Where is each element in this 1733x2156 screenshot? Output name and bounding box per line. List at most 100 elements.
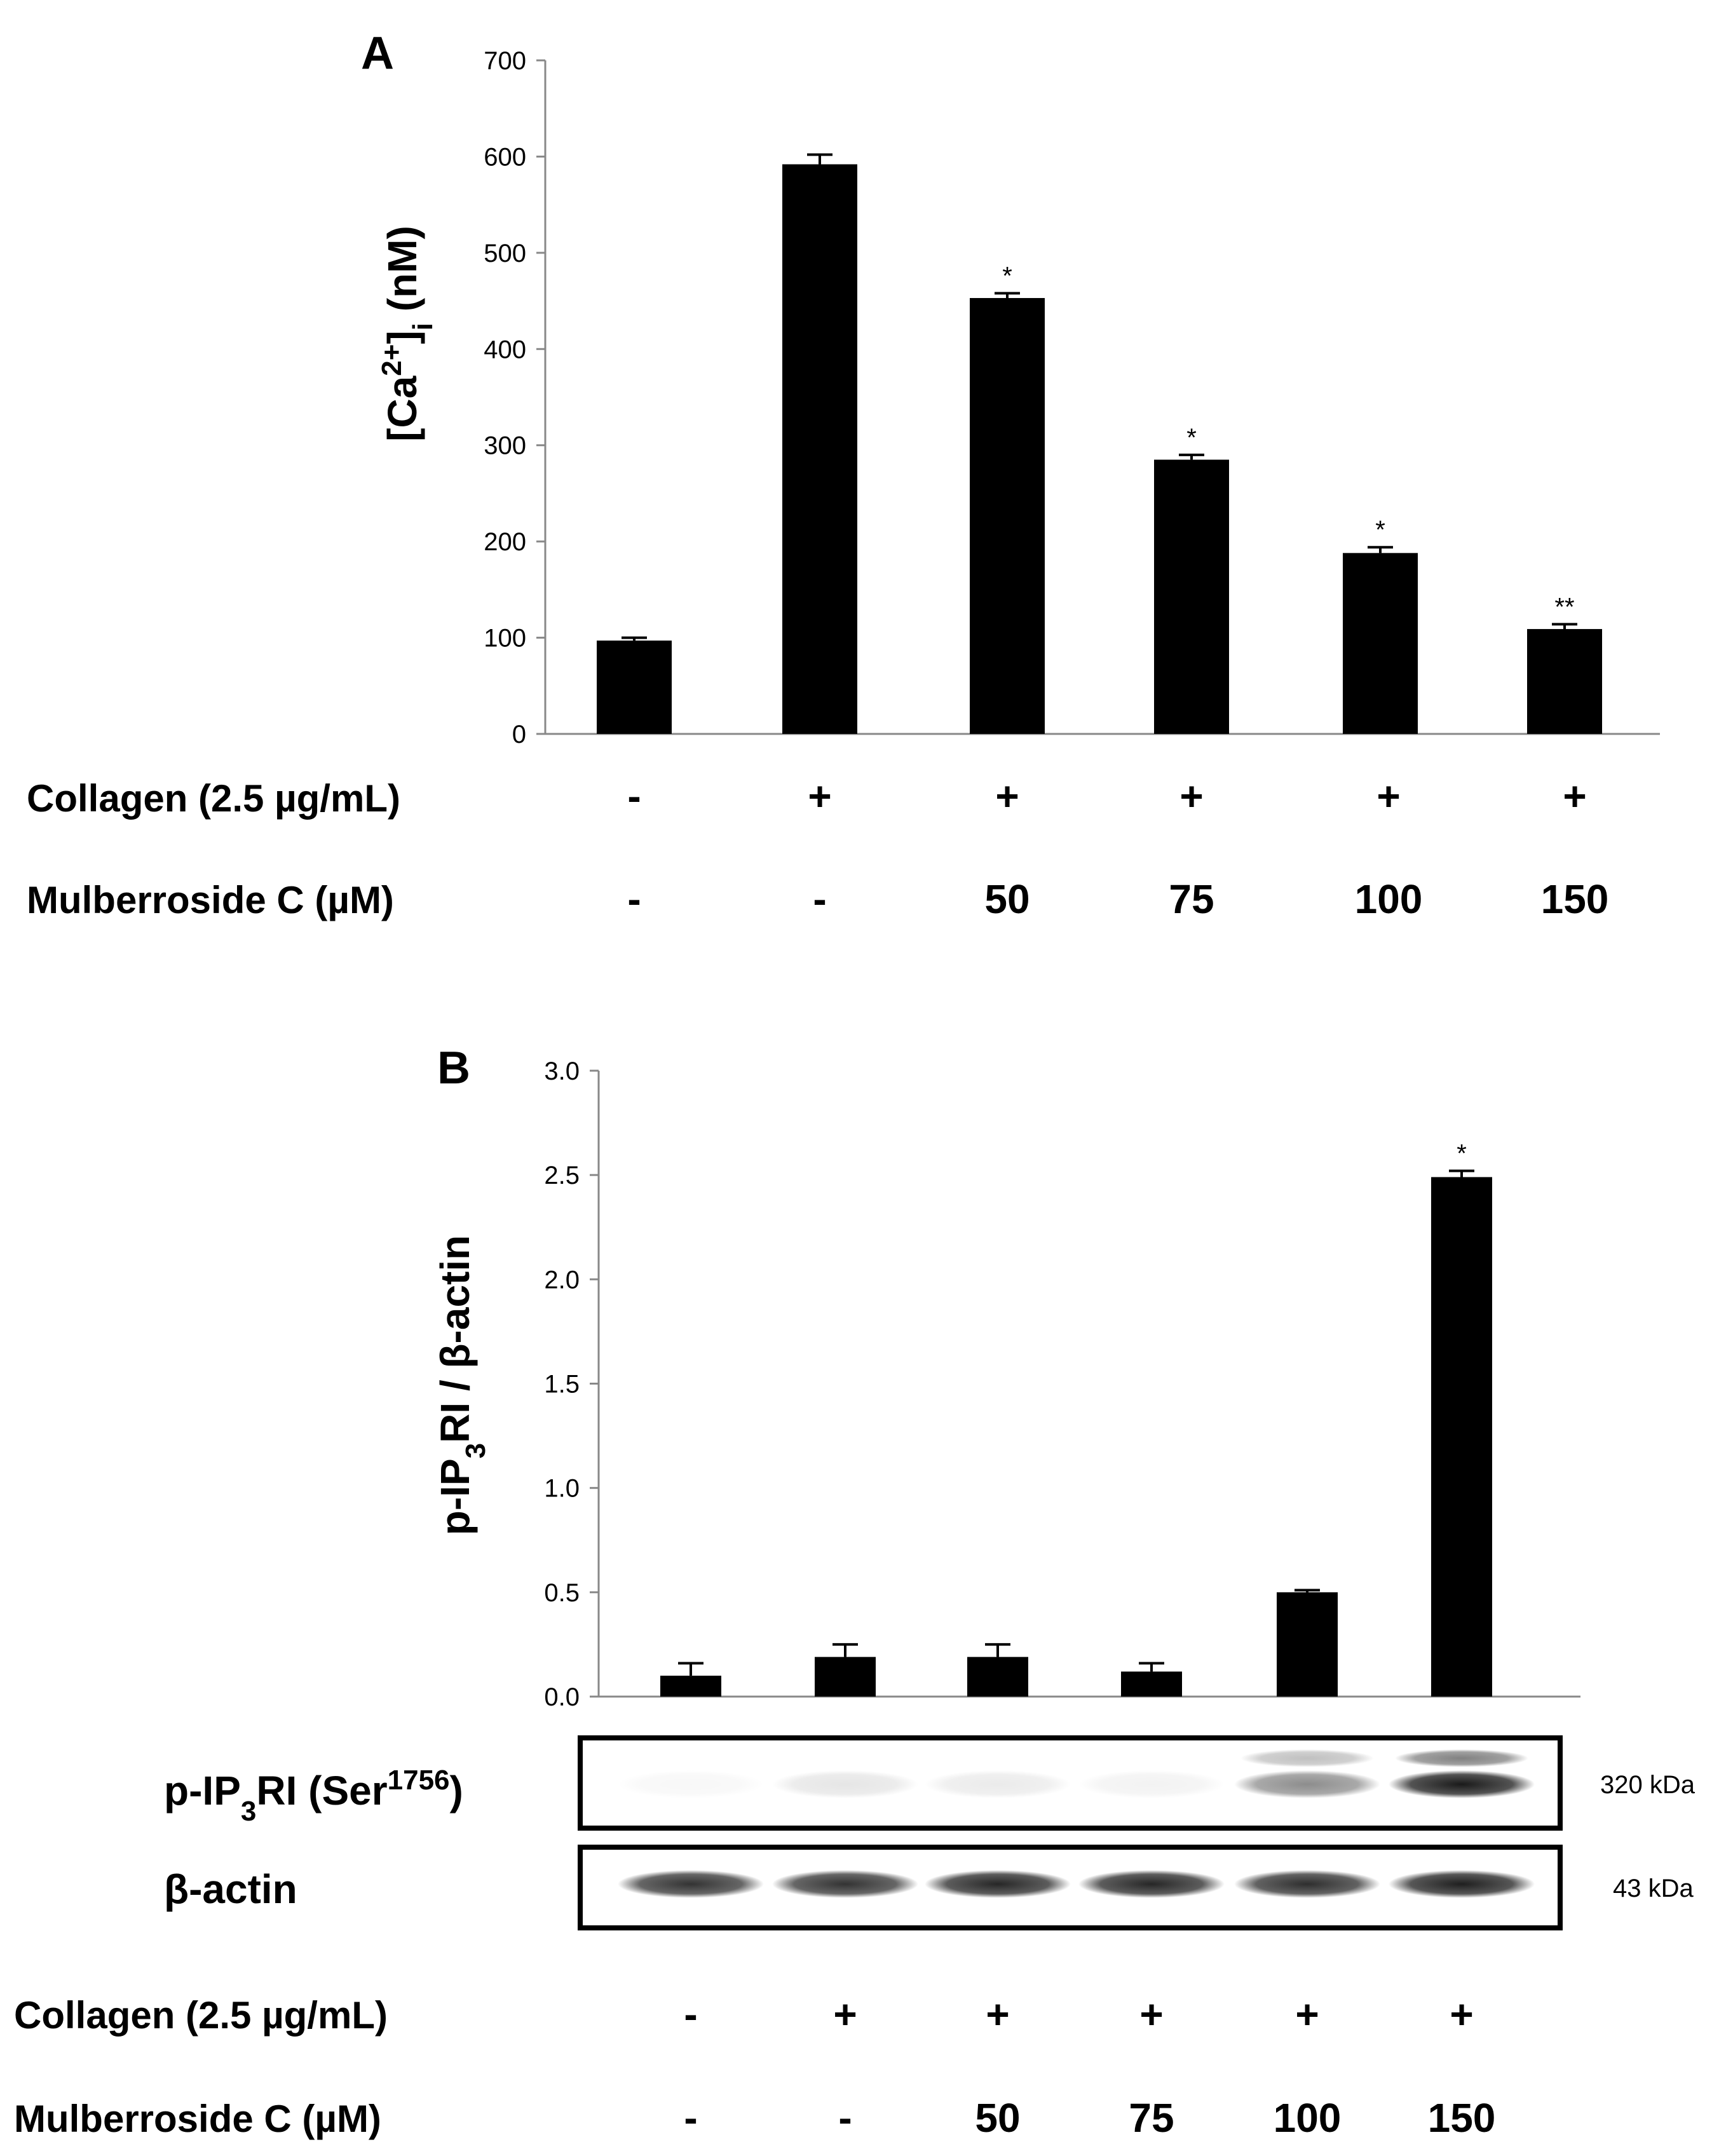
blot-band [1234, 1870, 1380, 1898]
panel-a-condition-values: - + + + + + - - 50 75 100 150 [627, 773, 1608, 922]
panel-b-condition-cell: + [1450, 1991, 1473, 2037]
panel-a-condition-cell: + [808, 773, 831, 819]
panel-a-significance: ***** [1002, 262, 1574, 621]
panel-a-ytick-label: 700 [484, 47, 526, 75]
panel-b-letter: B [437, 1043, 470, 1094]
panel-b-condition-cell: - [684, 1991, 697, 2037]
panel-b-ytick-label: 0.0 [544, 1683, 580, 1711]
panel-b-ytick-label: 0.5 [544, 1579, 580, 1607]
blot-band [1389, 1870, 1535, 1898]
blot-p-ip3ri-label: p-IP3RI (Ser1756) [164, 1765, 463, 1827]
panel-b-ytick-label: 1.5 [544, 1371, 580, 1399]
blot-beta-actin-size: 43 kDa [1613, 1875, 1694, 1902]
panel-a-ylabel: [Ca2+]i (nM) [376, 226, 438, 442]
panel-a-ytick-label: 200 [484, 528, 526, 556]
panel-b-mulberroside-label: Mulberroside C (µM) [14, 2098, 381, 2140]
panel-a-condition-cell: + [1179, 773, 1203, 819]
panel-a-axes [544, 60, 1660, 735]
panel-b-ylabel: p-IP3RI / β-actin [432, 1235, 491, 1535]
panel-a-errorbar [995, 292, 1020, 299]
panel-b-significance: * [1457, 1140, 1467, 1168]
panel-a-bar [1343, 553, 1418, 734]
panel-b-ytick-label: 2.0 [544, 1266, 580, 1294]
panel-b-condition-cell: - [684, 2095, 697, 2141]
panel-a-significance-mark: * [1002, 262, 1012, 290]
panel-b-condition-cell: + [833, 1991, 857, 2037]
panel-b-condition-cell: - [838, 2095, 852, 2141]
panel-a-collagen-label: Collagen (2.5 µg/mL) [27, 777, 400, 820]
blot-band [925, 1770, 1071, 1798]
panel-b-errorbar [1139, 1662, 1164, 1672]
panel-b-condition-cell: 75 [1129, 2095, 1174, 2141]
panel-a-condition-cell: 100 [1355, 876, 1423, 922]
blot-p-ip3ri: p-IP3RI (Ser1756) 320 kDa [164, 1735, 1696, 1831]
panel-a-bars [597, 164, 1602, 734]
panel-a-condition-cell: - [627, 773, 641, 819]
panel-a-condition-cell: 75 [1169, 876, 1214, 922]
panel-b-condition-values: - + + + + + - - 50 75 100 150 [684, 1991, 1495, 2141]
panel-b-bar [1277, 1592, 1338, 1697]
panel-a-ytick-label: 600 [484, 143, 526, 171]
panel-b-bar [1431, 1177, 1492, 1697]
panel-a-errorbar [622, 636, 647, 641]
blot-beta-actin-bands [618, 1870, 1535, 1898]
panel-a-significance-mark: * [1186, 424, 1197, 452]
panel-a-errorbar [1368, 546, 1393, 553]
panel-a-condition-cell: + [1376, 773, 1400, 819]
panel-b-bars [660, 1177, 1492, 1697]
panel-a-axis-lines [544, 60, 1660, 735]
panel-a-errorbar [1552, 623, 1577, 629]
panel-a-yticks: 0 100 200 300 400 500 600 700 [484, 47, 545, 749]
panel-b-errorbar [1295, 1589, 1320, 1592]
panel-b-bar [660, 1676, 721, 1697]
blot-band [1234, 1770, 1380, 1798]
panel-a-condition-cell: - [627, 876, 641, 922]
panel-a-errorbars [622, 153, 1577, 641]
blot-band-upper [1395, 1749, 1528, 1767]
panel-b-bar [815, 1657, 876, 1697]
panel-b-condition-cell: + [1295, 1991, 1319, 2037]
blot-p-ip3ri-bands [618, 1749, 1535, 1798]
panel-b-condition-cell: + [1139, 1991, 1163, 2037]
panel-a-errorbar [1179, 453, 1204, 460]
blot-band [618, 1870, 764, 1898]
panel-a-ytick-label: 500 [484, 240, 526, 268]
blot-beta-actin-label: β-actin [164, 1866, 297, 1912]
panel-a-condition-cell: + [1563, 773, 1586, 819]
blot-band [618, 1770, 764, 1798]
blot-band [1078, 1870, 1225, 1898]
panel-a-significance-mark: * [1375, 516, 1385, 544]
blot-band [1078, 1770, 1225, 1798]
panel-a-letter: A [361, 28, 394, 79]
blot-band [772, 1770, 918, 1798]
blot-p-ip3ri-size: 320 kDa [1600, 1771, 1696, 1799]
panel-a-condition-cell: 150 [1541, 876, 1609, 922]
blot-band-upper [1240, 1749, 1374, 1767]
panel-a-mulberroside-label: Mulberroside C (µM) [27, 879, 394, 921]
panel-a-bar [782, 164, 857, 734]
panel-b-errorbar [833, 1643, 858, 1657]
panel-b-errorbars [678, 1169, 1474, 1676]
panel-b-yticks: 0.0 0.5 1.0 1.5 2.0 2.5 3.0 [544, 1057, 599, 1711]
panel-b-ytick-label: 3.0 [544, 1057, 580, 1085]
panel-a-bar [597, 641, 672, 734]
panel-a-ytick-label: 100 [484, 625, 526, 653]
panel-b-bar [1121, 1671, 1182, 1697]
panel-b-errorbar [985, 1643, 1010, 1657]
panel-b-ytick-label: 1.0 [544, 1475, 580, 1503]
panel-a-bar [1527, 628, 1602, 734]
blot-beta-actin: β-actin 43 kDa [164, 1845, 1694, 1930]
panel-b-collagen-label: Collagen (2.5 µg/mL) [14, 1994, 388, 2037]
panel-b-significance-mark: * [1457, 1140, 1467, 1168]
panel-a-ytick-label: 300 [484, 432, 526, 460]
blot-band [1389, 1770, 1535, 1798]
panel-a-condition-cell: - [813, 876, 826, 922]
panel-a-bar [1154, 459, 1229, 734]
panel-b-condition-cell: + [986, 1991, 1009, 2037]
panel-b-errorbar [1449, 1169, 1474, 1177]
panel-a-errorbar [807, 153, 833, 165]
blot-band [925, 1870, 1071, 1898]
panel-b-condition-cell: 50 [975, 2095, 1020, 2141]
panel-b-condition-cell: 150 [1428, 2095, 1496, 2141]
